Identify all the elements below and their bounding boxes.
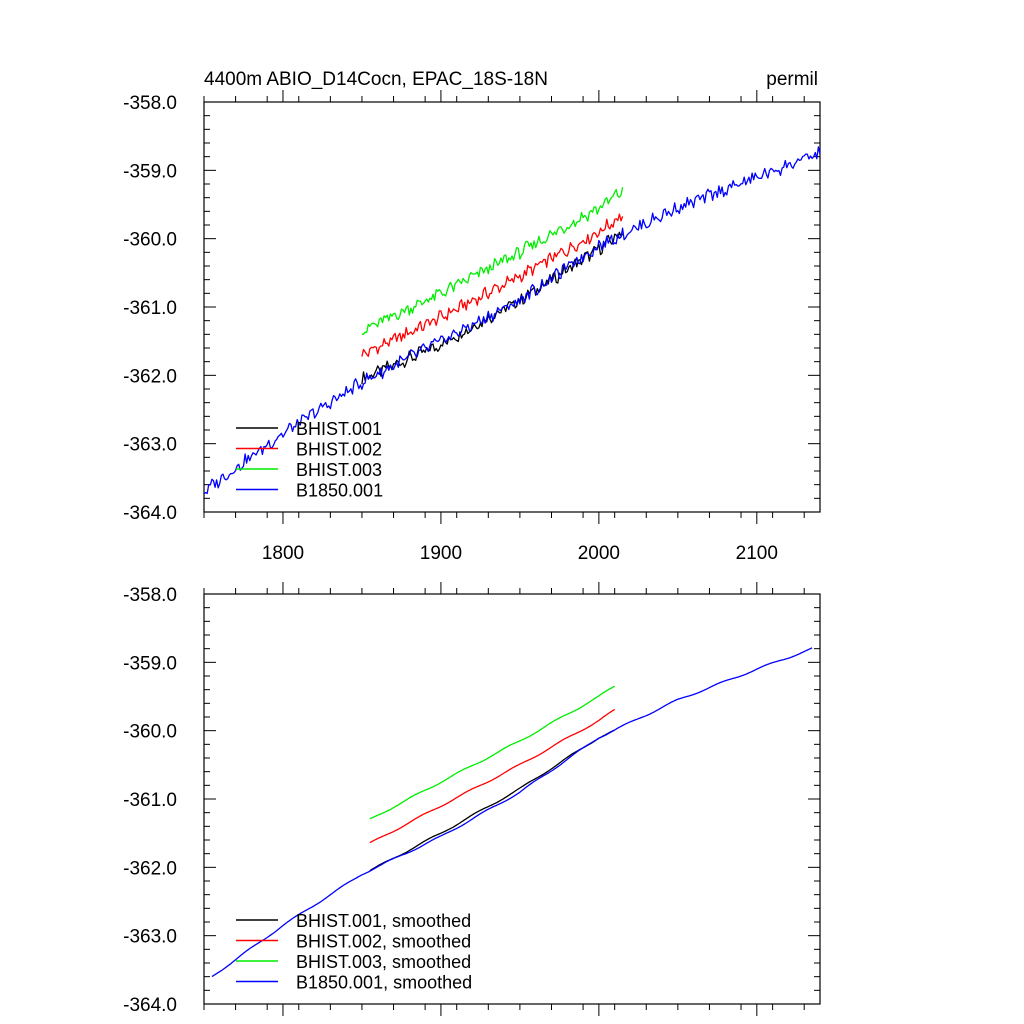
legend-label: BHIST.003, smoothed	[296, 952, 471, 972]
x-tick-label: 2000	[578, 543, 620, 564]
y-tick-label: -358.0	[123, 585, 177, 606]
y-tick-label: -364.0	[123, 995, 177, 1016]
series-line-bhist-001-smoothed	[369, 729, 615, 872]
y-tick-label: -359.0	[123, 161, 177, 182]
series-line-b1850-001-smoothed	[211, 647, 813, 978]
chart-title: 4400m ABIO_D14Cocn, EPAC_18S-18N	[204, 69, 548, 90]
series-line-bhist-001	[361, 231, 624, 385]
legend-label: BHIST.003	[296, 460, 382, 480]
legend-label: BHIST.002, smoothed	[296, 932, 471, 952]
y-tick-label: -362.0	[123, 366, 177, 387]
legend-label: BHIST.002	[296, 440, 382, 460]
series-line-bhist-003-smoothed	[369, 685, 616, 820]
legend-label: BHIST.001	[296, 419, 382, 439]
series-line-bhist-002	[361, 213, 624, 358]
x-tick-label: 1800	[262, 543, 304, 564]
legend-label: B1850.001, smoothed	[296, 973, 472, 993]
y-tick-label: -359.0	[123, 653, 177, 674]
y-tick-label: -360.0	[123, 230, 177, 251]
series-line-bhist-003	[361, 187, 624, 335]
y-tick-label: -363.0	[123, 927, 177, 948]
x-tick-label: 1900	[420, 543, 462, 564]
y-tick-label: -360.0	[123, 722, 177, 743]
y-tick-label: -361.0	[123, 298, 177, 319]
legend-label: BHIST.001, smoothed	[296, 911, 471, 931]
series-line-bhist-002-smoothed	[369, 708, 616, 844]
y-tick-label: -364.0	[123, 503, 177, 524]
legend-label: B1850.001	[296, 481, 383, 501]
y-tick-label: -361.0	[123, 790, 177, 811]
chart-panel-2: -364.0 -363.0 -362.0 -361.0 -360.0 -359.0 -358…	[123, 582, 821, 1016]
y-tick-label: -363.0	[123, 435, 177, 456]
x-tick-label: 2100	[736, 543, 778, 564]
y-tick-label: -358.0	[123, 93, 177, 114]
chart-panel-1: -364.0 -363.0 -362.0 -361.0 -360.0 -359.0 -358…	[123, 69, 821, 564]
y-tick-label: -362.0	[123, 858, 177, 879]
units-label: permil	[766, 69, 818, 90]
series-line-b1850-001	[203, 146, 821, 495]
